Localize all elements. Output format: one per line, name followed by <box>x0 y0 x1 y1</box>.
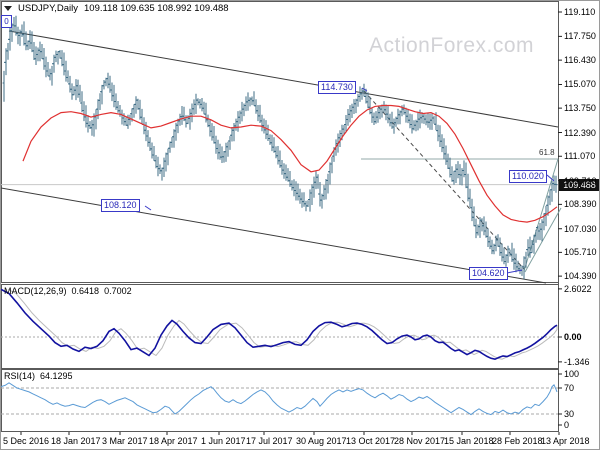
price-axis-label: 111.070 <box>564 151 596 162</box>
upper-trendline[interactable] <box>8 30 559 128</box>
price-axis-label: 107.030 <box>564 223 597 234</box>
current-price-tag: 109.488 <box>559 178 599 191</box>
price-level-label[interactable]: 114.730 <box>318 81 356 94</box>
moving-average-line <box>22 104 558 223</box>
date-axis-label: 28 Feb 2018 <box>492 436 543 446</box>
date-axis-label: 15 Jan 2018 <box>444 436 494 446</box>
price-axis-label: 105.710 <box>564 247 597 258</box>
macd-signal-line <box>7 288 558 360</box>
date-axis-label: 30 Aug 2017 <box>296 436 347 446</box>
rsi-axis-label: 0 <box>564 420 570 430</box>
annotation-connector <box>546 174 555 182</box>
chart-title: USDJPY,Daily 109.118 109.635 108.992 109.… <box>4 3 229 14</box>
macd-axis-label: 0.00 <box>564 332 582 342</box>
macd-panel-border <box>1 284 559 369</box>
macd-indicator-label: MACD(12,26,9) 0.6418 0.7002 <box>4 286 137 296</box>
price-axis-label: 113.750 <box>564 103 596 114</box>
fib-retracement-label: 61.8 <box>539 148 555 157</box>
date-axis-label: 17 Jul 2017 <box>246 436 293 446</box>
price-axis-label: 119.110 <box>564 7 596 17</box>
axis-tick-marks <box>20 11 562 435</box>
rsi-line <box>1 382 558 416</box>
rsi-panel-border <box>1 369 559 432</box>
price-axis-label: 109.710 <box>564 175 597 186</box>
price-axis-label: 116.430 <box>564 55 596 66</box>
price-level-label[interactable]: 104.620 <box>469 267 508 280</box>
price-axis-label: 117.750 <box>564 31 596 42</box>
date-axis-label: 28 Nov 2017 <box>394 436 446 446</box>
rsi-indicator-label: RSI(14) 64.1295 <box>4 371 78 381</box>
swing-dashed-line[interactable] <box>363 90 525 270</box>
rsi-axis-label: 100 <box>564 369 580 379</box>
price-level-label[interactable]: 110.020 <box>509 170 547 183</box>
symbol-dropdown-icon[interactable] <box>4 5 12 11</box>
date-axis-label: 1 Jun 2017 <box>201 436 246 446</box>
macd-signal-value: 0.7002 <box>104 286 132 296</box>
rsi-axis-label: 70 <box>564 383 575 393</box>
macd-name: MACD(12,26,9) <box>4 286 67 296</box>
title-ohlc-values: 109.118 109.635 108.992 109.488 <box>84 3 229 14</box>
rsi-axis-label: 30 <box>564 409 575 419</box>
annotation-connector <box>506 269 523 274</box>
macd-main-line <box>1 288 558 361</box>
price-axis-label: 112.390 <box>564 127 596 138</box>
date-axis-label: 18 Jan 2017 <box>51 436 101 446</box>
price-bars-open-ticks <box>2 24 556 271</box>
annotation-connector <box>361 87 368 92</box>
rsi-name: RSI(14) <box>4 371 36 381</box>
macd-main-value: 0.6418 <box>71 286 100 296</box>
price-axis-label: 115.070 <box>564 79 596 90</box>
lower-trendline[interactable] <box>1 187 547 284</box>
price-bars-close-ticks <box>4 24 558 271</box>
price-axis-label: 104.390 <box>564 271 597 282</box>
rsi-value: 64.1295 <box>40 371 73 381</box>
watermark: ActionForex.com <box>369 34 535 57</box>
macd-axis-label: 2.6022 <box>564 283 592 294</box>
rising-channel-lower[interactable] <box>524 207 562 273</box>
date-axis-label: 3 Mar 2017 <box>102 436 148 446</box>
price-level-label[interactable]: 108.120 <box>101 199 140 212</box>
annotation-connector <box>144 205 152 211</box>
date-axis-label: 5 Dec 2016 <box>3 436 50 446</box>
date-axis-label: 18 Apr 2017 <box>149 436 198 446</box>
date-axis-label: 13 Apr 2018 <box>541 436 590 446</box>
macd-axis-label: -1.346 <box>564 356 590 367</box>
price-axis-label: 108.390 <box>564 199 597 210</box>
date-axis-label: 13 Oct 2017 <box>346 436 396 446</box>
symbol-label: USDJPY,Daily <box>18 3 79 14</box>
chart-shift-marker[interactable]: 0 <box>1 15 12 28</box>
